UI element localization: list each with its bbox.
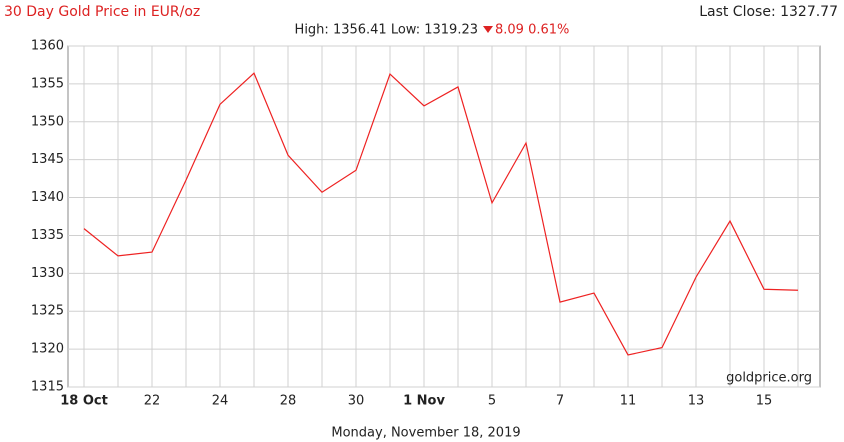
- y-tick-label: 1335: [31, 228, 64, 243]
- x-tick-label: 7: [556, 394, 564, 409]
- plot-area: [67, 45, 821, 388]
- x-tick-label: 18 Oct: [60, 394, 108, 409]
- down-arrow: [483, 26, 493, 33]
- y-tick-label: 1315: [31, 380, 64, 395]
- source: goldprice.org: [726, 371, 812, 386]
- high-low: High: 1356.41 Low: 1319.23: [295, 23, 478, 38]
- y-tick-label: 1355: [31, 76, 64, 91]
- date: Monday, November 18, 2019: [331, 426, 520, 441]
- y-tick-label: 1350: [31, 114, 64, 129]
- last-close: Last Close: 1327.77: [699, 4, 838, 20]
- y-tick-label: 1340: [31, 190, 64, 205]
- x-tick-label: 13: [688, 394, 705, 409]
- x-tick-label: 30: [348, 394, 365, 409]
- x-tick-label: 22: [144, 394, 161, 409]
- y-tick-label: 1320: [31, 342, 64, 357]
- chart-title: 30 Day Gold Price in EUR/oz: [4, 4, 200, 20]
- y-tick-label: 1360: [31, 39, 64, 54]
- y-tick-label: 1325: [31, 304, 64, 319]
- x-tick-label: 28: [280, 394, 297, 409]
- price-line: [83, 72, 799, 356]
- x-tick-label: 5: [488, 394, 496, 409]
- x-tick-label: 15: [756, 394, 773, 409]
- y-tick-label: 1330: [31, 266, 64, 281]
- x-tick-label: 11: [620, 394, 637, 409]
- x-tick-label: 1 Nov: [403, 394, 445, 409]
- x-tick-label: 24: [212, 394, 229, 409]
- y-tick-label: 1345: [31, 152, 64, 167]
- change: 8.09 0.61%: [495, 23, 569, 38]
